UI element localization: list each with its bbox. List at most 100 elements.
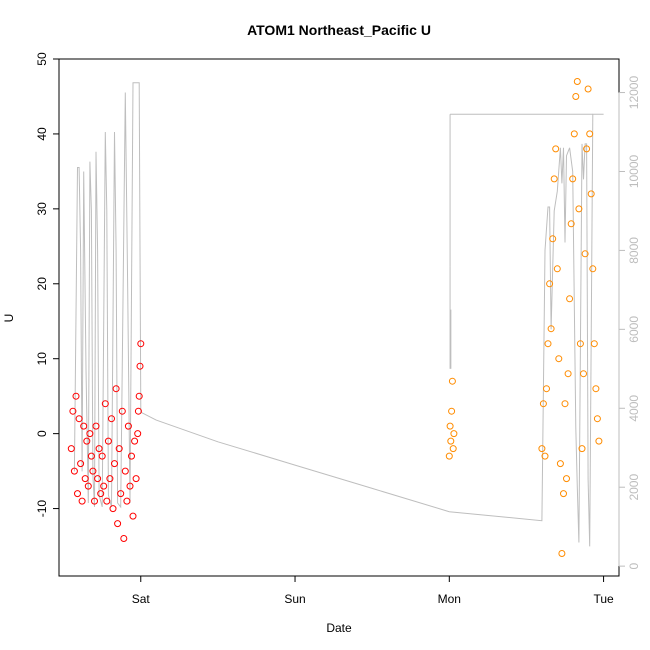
data-point: [137, 340, 145, 348]
data-point: [569, 175, 577, 183]
data-point: [92, 422, 100, 430]
data-point: [550, 175, 558, 183]
data-point: [448, 377, 456, 385]
data-point: [128, 452, 135, 460]
y-tick-label: 50: [35, 52, 49, 66]
data-point: [131, 437, 139, 445]
data-point: [126, 482, 134, 490]
data-point: [560, 490, 567, 498]
data-point: [89, 467, 97, 475]
data-point: [75, 415, 83, 423]
y2-tick-label: 12000: [627, 76, 641, 110]
y-tick-label: 20: [35, 277, 49, 291]
y2-tick-label: 10000: [627, 154, 641, 188]
x-tick-label: Tue: [593, 592, 614, 606]
data-point: [450, 430, 458, 438]
data-point: [136, 362, 144, 370]
data-point: [445, 452, 453, 460]
data-point: [553, 265, 561, 273]
data-point: [70, 467, 78, 475]
y-axis-label: U: [2, 314, 16, 323]
data-point: [87, 452, 95, 460]
data-point: [77, 460, 85, 468]
data-point: [97, 490, 105, 498]
y-tick-label: 30: [35, 202, 49, 216]
data-point: [91, 497, 98, 505]
data-point: [94, 475, 102, 483]
data-point: [586, 130, 594, 138]
data-point: [121, 467, 129, 475]
data-point: [566, 295, 574, 303]
data-point: [561, 400, 569, 408]
data-point: [544, 340, 552, 348]
data-point: [67, 445, 75, 453]
data-point: [543, 385, 550, 393]
data-point: [80, 422, 88, 430]
data-point: [78, 497, 86, 505]
y-tick-label: 40: [35, 127, 49, 141]
data-point: [570, 130, 578, 138]
data-point: [114, 520, 122, 528]
data-point: [580, 370, 587, 378]
data-point: [135, 392, 143, 400]
data-point: [556, 460, 564, 468]
data-point: [449, 445, 457, 453]
data-point: [118, 407, 126, 415]
y2-tick-label: 8000: [627, 237, 641, 264]
data-point: [101, 400, 109, 408]
data-point: [590, 340, 598, 348]
data-point: [134, 430, 142, 438]
data-point: [124, 422, 132, 430]
data-point: [81, 475, 89, 483]
data-point: [541, 452, 549, 460]
data-point: [117, 490, 125, 498]
data-point: [564, 370, 572, 378]
secondary-line: [73, 82, 604, 547]
data-point: [578, 445, 586, 453]
data-point: [83, 437, 91, 445]
data-point: [583, 145, 591, 153]
data-point: [539, 400, 547, 408]
data-point: [72, 392, 80, 400]
data-point: [74, 490, 81, 498]
data-point: [120, 535, 128, 542]
data-point: [115, 445, 123, 453]
data-point: [563, 475, 570, 483]
data-point: [132, 475, 140, 483]
x-tick-label: Sun: [284, 592, 305, 606]
data-point: [595, 437, 603, 445]
data-point: [584, 85, 592, 93]
data-point: [593, 415, 601, 423]
y-tick-label: -10: [35, 500, 49, 518]
data-point: [575, 205, 583, 213]
data-point: [589, 265, 597, 273]
data-point: [547, 325, 555, 333]
data-point: [112, 385, 120, 393]
data-point: [573, 78, 581, 85]
data-point: [448, 407, 456, 415]
data-point: [134, 407, 142, 415]
data-point: [129, 512, 137, 520]
y2-tick-label: 4000: [627, 395, 641, 422]
data-point: [567, 220, 575, 228]
data-point: [100, 482, 108, 490]
data-point: [592, 385, 600, 393]
data-point: [555, 355, 563, 363]
x-tick-label: Sat: [132, 592, 151, 606]
y2-tick-label: 6000: [627, 316, 641, 343]
data-point: [546, 280, 554, 288]
data-point: [572, 93, 580, 100]
points-layer: [67, 78, 603, 557]
data-point: [549, 235, 557, 243]
plot-frame: [58, 58, 620, 577]
data-point: [104, 437, 112, 445]
chart-title: ATOM1 Northeast_Pacific U: [247, 22, 431, 38]
data-point: [123, 497, 131, 505]
data-point: [98, 452, 106, 460]
y-tick-label: 0: [35, 430, 49, 437]
data-point: [552, 145, 560, 153]
x-axis-label: Date: [326, 621, 352, 635]
data-point: [95, 445, 103, 453]
